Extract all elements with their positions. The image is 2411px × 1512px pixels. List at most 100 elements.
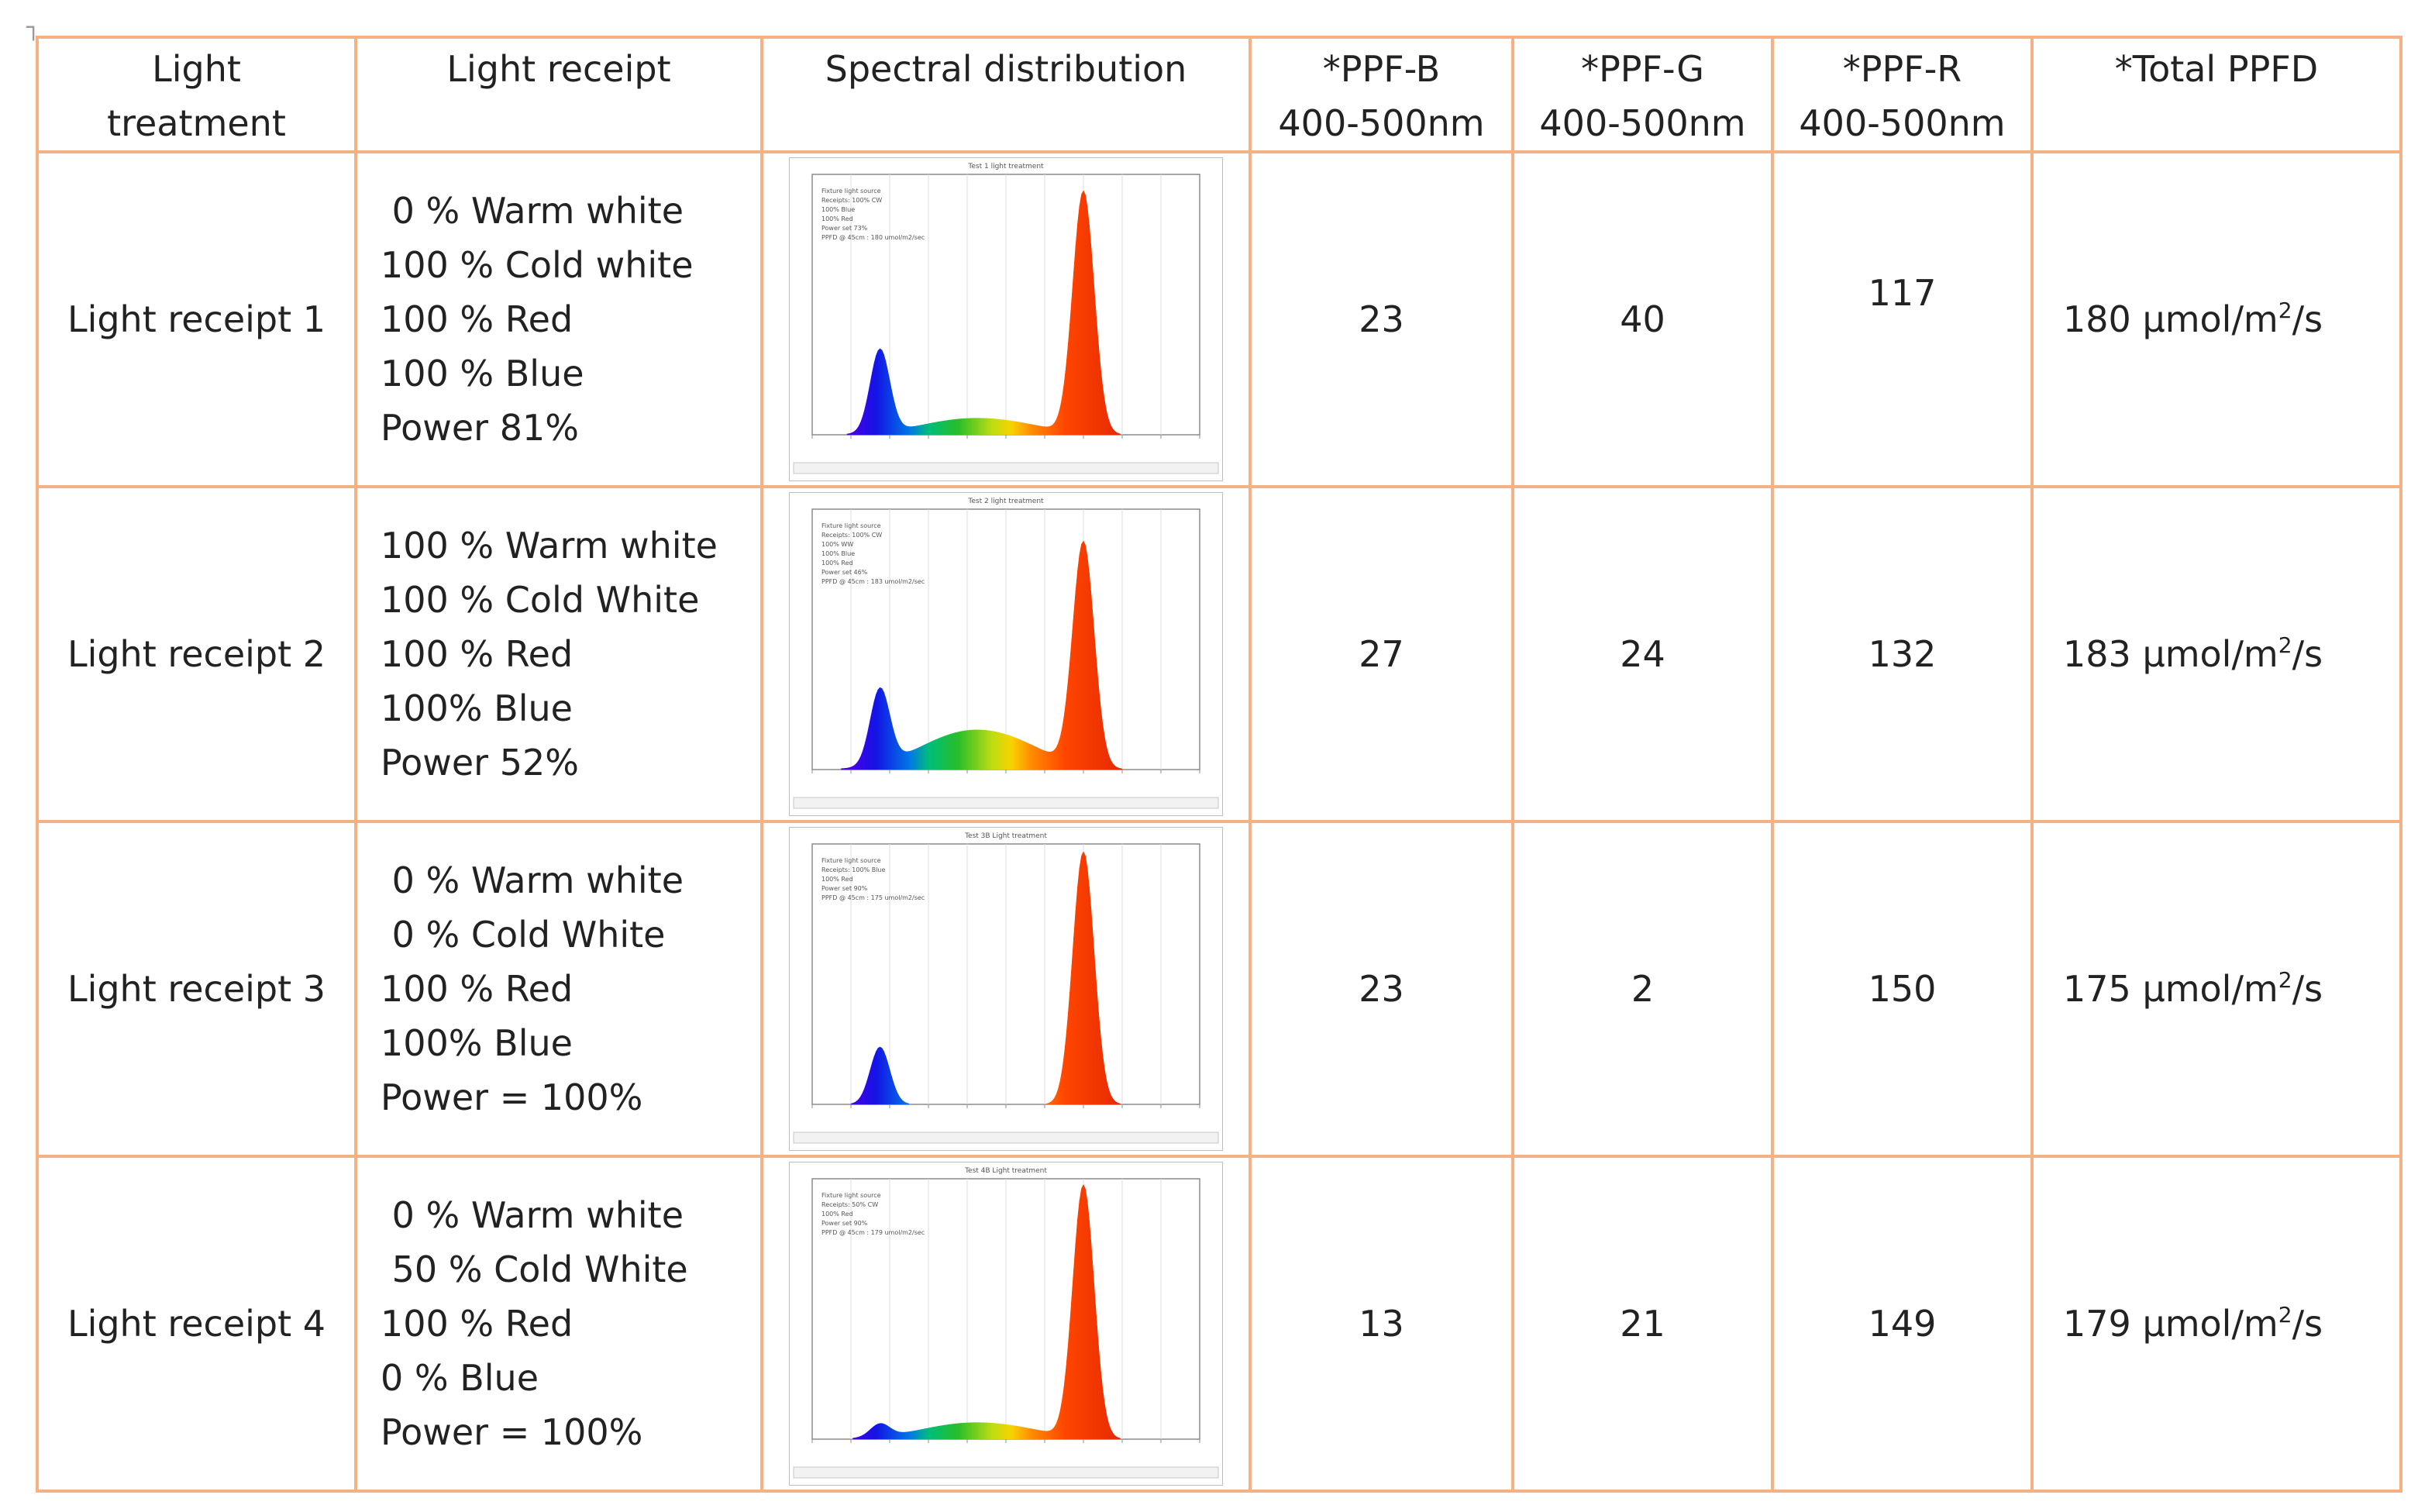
spectrum-band	[1013, 421, 1016, 436]
spectrum-band	[978, 729, 981, 770]
spectrum-cell: Test 1 light treatment Fixture light sour…	[760, 150, 1252, 488]
spectrum-band	[949, 733, 952, 770]
spectrum-band	[1067, 661, 1070, 770]
spectrum-band	[992, 1423, 995, 1440]
spectrum-band	[969, 1422, 972, 1440]
spectrum-band	[951, 1424, 954, 1440]
spectrum-band	[880, 348, 883, 436]
spectrum-band	[854, 1437, 857, 1440]
header-ppf-r: *PPF-R 400-500nm	[1771, 36, 2034, 153]
spectrum-band	[963, 1422, 966, 1440]
spectrum-band	[1027, 1428, 1030, 1440]
spectrum-band	[870, 1427, 873, 1440]
spectrum-band	[966, 1422, 970, 1440]
spectrum-band	[1085, 1189, 1088, 1440]
ppf-r-value: 117	[1771, 150, 2034, 488]
spectrum-band	[920, 424, 923, 436]
spectrum-band	[1001, 419, 1004, 436]
spectrum-band	[943, 420, 946, 436]
spectrum-band	[872, 363, 875, 436]
spectrum-band	[957, 1423, 960, 1440]
treatment-name: Light receipt 2	[36, 485, 357, 823]
spectrum-band	[1038, 425, 1042, 436]
spectrum-footer	[793, 462, 1219, 474]
spectrum-band	[930, 422, 933, 436]
spectrum-band	[955, 418, 958, 436]
spectrum-band	[891, 722, 894, 770]
spectrum-band	[973, 418, 976, 436]
spectrum-band	[1075, 223, 1078, 436]
spectrum-band	[1077, 867, 1080, 1105]
spectrum-band	[965, 418, 968, 436]
spectrum-band	[996, 732, 999, 770]
spectrum-band	[912, 425, 915, 436]
spectrum-band	[1019, 422, 1022, 436]
spectrum-band	[947, 734, 950, 770]
spectrum-band	[1023, 422, 1026, 436]
spectrum-band	[982, 1422, 985, 1440]
spectrum-band	[1071, 614, 1074, 770]
spectrum-band	[885, 361, 888, 436]
header-light-treatment: Light treatment	[36, 36, 357, 153]
spectrum-band	[907, 751, 910, 770]
spectrum-band	[990, 418, 993, 436]
spectrum-band	[1075, 570, 1078, 770]
spectrum-band	[1073, 1242, 1076, 1440]
spectrum-band	[897, 1431, 900, 1440]
spectrum-band	[873, 1424, 877, 1440]
spectrum-band	[870, 710, 873, 770]
spectrum-band	[1021, 739, 1024, 770]
spectrum-band	[1040, 425, 1043, 436]
spectrum-band	[918, 746, 921, 770]
spectrum-band	[1071, 937, 1074, 1105]
spectrum-legend-line: Power set 90%	[821, 885, 868, 892]
spectrum-band	[990, 1422, 993, 1440]
ppf-b-value: 27	[1249, 485, 1514, 823]
spectrum-band	[1044, 750, 1047, 770]
spectrum-band	[1000, 418, 1003, 436]
spectrum-band	[1056, 743, 1059, 770]
spectrum-band	[1035, 746, 1038, 770]
spectrum-band	[978, 1422, 981, 1440]
spectrum-band	[980, 418, 983, 436]
total-ppfd: 180 µmol/m2/s	[2030, 150, 2402, 488]
spectrum-band	[1052, 422, 1055, 436]
spectrum-band	[881, 350, 884, 436]
spectrum-band	[1083, 1184, 1086, 1440]
spectrum-band	[885, 698, 888, 770]
spectrum-legend-line: 100% Blue	[821, 206, 855, 213]
spectrum-band	[904, 425, 908, 436]
spectrum-band	[1048, 425, 1051, 436]
spectrum-band	[1081, 851, 1084, 1105]
spectrum-band	[1083, 190, 1086, 436]
spectrum-band	[1038, 748, 1042, 770]
spectrum-band	[920, 745, 923, 770]
spectrum-band	[951, 732, 954, 770]
spectrum-band	[1075, 887, 1078, 1105]
spectrum-title: Test 3B Light treatment	[964, 832, 1047, 840]
spectrum-band	[1079, 856, 1082, 1105]
total-ppfd: 183 µmol/m2/s	[2030, 485, 2402, 823]
spectrum-band	[1087, 556, 1090, 770]
spectrum-band	[1050, 1428, 1053, 1440]
spectrum-band	[1023, 740, 1026, 770]
spectrum-title: Test 4B Light treatment	[964, 1167, 1047, 1175]
spectrum-band	[976, 729, 980, 770]
spectrum-band	[996, 1423, 999, 1440]
spectrum-band	[849, 432, 852, 436]
spectrum-band	[1023, 1427, 1026, 1440]
spectrum-band	[1058, 737, 1061, 770]
spectrum-band	[997, 1423, 1001, 1440]
spectrum-legend-line: PPFD @ 45cm : 175 umol/m2/sec	[821, 894, 925, 901]
spectrum-title: Test 2 light treatment	[967, 498, 1044, 505]
spectrum-band	[997, 418, 1001, 436]
spectrum-band	[994, 1423, 997, 1440]
spectrum-band	[942, 1424, 945, 1440]
spectrum-band	[930, 1427, 933, 1440]
spectrum-band	[949, 1424, 952, 1440]
spectrum-band	[1040, 749, 1043, 770]
spectrum-band	[1036, 425, 1039, 436]
spectrum-band	[1031, 424, 1034, 436]
spectrum-band	[996, 418, 999, 436]
spectrum-band	[852, 1438, 856, 1440]
